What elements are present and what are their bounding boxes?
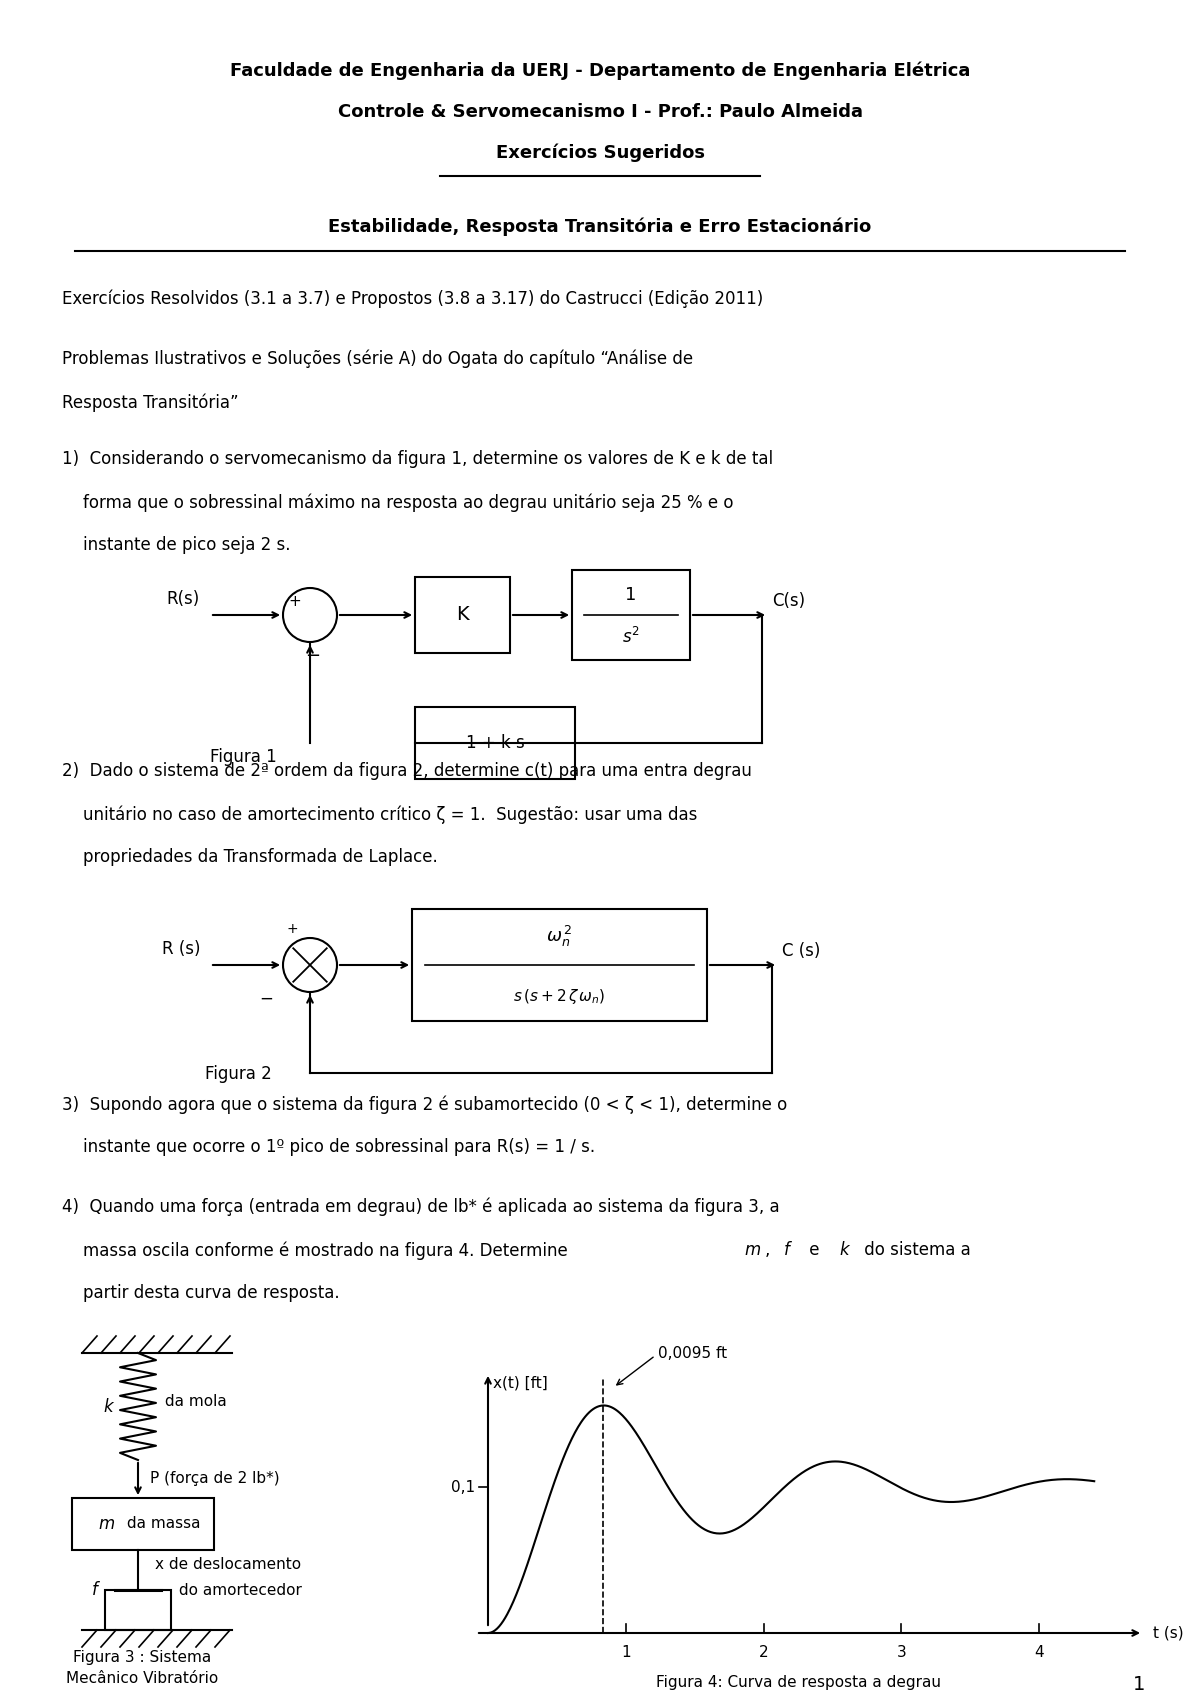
Bar <box>72 1498 214 1549</box>
Text: $\omega_n^{\,2}$: $\omega_n^{\,2}$ <box>546 923 572 949</box>
Text: Exercícios Resolvidos (3.1 a 3.7) e Propostos (3.8 a 3.17) do Castrucci (Edição : Exercícios Resolvidos (3.1 a 3.7) e Prop… <box>62 290 763 309</box>
Text: ,: , <box>766 1241 770 1259</box>
Text: K: K <box>456 606 469 624</box>
Text: da massa: da massa <box>122 1517 200 1531</box>
Text: $s\,(s + 2\,\zeta\,\omega_n)$: $s\,(s + 2\,\zeta\,\omega_n)$ <box>514 986 606 1006</box>
Text: 1: 1 <box>620 1644 630 1660</box>
Text: 0,0095 ft: 0,0095 ft <box>659 1346 727 1361</box>
Text: Figura 4: Curva de resposta a degrau: Figura 4: Curva de resposta a degrau <box>655 1675 941 1690</box>
Text: 3: 3 <box>896 1644 906 1660</box>
Text: partir desta curva de resposta.: partir desta curva de resposta. <box>62 1285 340 1302</box>
Text: R (s): R (s) <box>162 940 200 959</box>
Text: +: + <box>288 594 301 609</box>
Text: $s^2$: $s^2$ <box>622 626 640 647</box>
Bar <box>415 577 510 653</box>
Text: propriedades da Transformada de Laplace.: propriedades da Transformada de Laplace. <box>62 848 438 865</box>
Text: t (s): t (s) <box>1153 1626 1183 1641</box>
Text: 1: 1 <box>1133 1675 1145 1694</box>
Bar <box>415 708 575 779</box>
Text: Resposta Transitória”: Resposta Transitória” <box>62 394 239 411</box>
Bar <box>412 910 707 1022</box>
Text: Faculdade de Engenharia da UERJ - Departamento de Engenharia Elétrica: Faculdade de Engenharia da UERJ - Depart… <box>230 63 970 80</box>
Bar <box>572 570 690 660</box>
Text: f: f <box>92 1582 98 1599</box>
Text: 4)  Quando uma força (entrada em degrau) de lb* é aplicada ao sistema da figura : 4) Quando uma força (entrada em degrau) … <box>62 1198 780 1217</box>
Text: 0,1: 0,1 <box>451 1480 475 1495</box>
Text: Figura 1: Figura 1 <box>210 748 277 765</box>
Text: −: − <box>306 647 320 665</box>
Text: 1: 1 <box>625 585 637 604</box>
Text: m: m <box>744 1241 761 1259</box>
Text: Figura 3 : Sistema
Mecânico Vibratório: Figura 3 : Sistema Mecânico Vibratório <box>66 1649 218 1687</box>
Text: k: k <box>839 1241 848 1259</box>
Text: 2)  Dado o sistema de 2ª ordem da figura 2, determine c(t) para uma entra degrau: 2) Dado o sistema de 2ª ordem da figura … <box>62 762 752 781</box>
Text: −: − <box>259 989 274 1008</box>
Text: forma que o sobressinal máximo na resposta ao degrau unitário seja 25 % e o: forma que o sobressinal máximo na respos… <box>62 494 733 511</box>
Text: e: e <box>804 1241 820 1259</box>
Text: P (força de 2 lb*): P (força de 2 lb*) <box>150 1471 280 1487</box>
Text: massa oscila conforme é mostrado na figura 4. Determine: massa oscila conforme é mostrado na figu… <box>62 1241 574 1259</box>
Text: instante que ocorre o 1º pico de sobressinal para R(s) = 1 / s.: instante que ocorre o 1º pico de sobress… <box>62 1139 595 1156</box>
Text: Exercícios Sugeridos: Exercícios Sugeridos <box>496 144 704 163</box>
Text: m: m <box>98 1515 114 1532</box>
Text: x de deslocamento: x de deslocamento <box>155 1558 301 1571</box>
Text: do amortecedor: do amortecedor <box>174 1583 302 1597</box>
Text: C (s): C (s) <box>782 942 821 961</box>
Text: unitário no caso de amortecimento crítico ζ = 1.  Sugestão: usar uma das: unitário no caso de amortecimento crític… <box>62 804 697 823</box>
Text: Figura 2: Figura 2 <box>205 1066 271 1083</box>
Text: R(s): R(s) <box>167 591 200 608</box>
Text: 3)  Supondo agora que o sistema da figura 2 é subamortecido (0 < ζ < 1), determi: 3) Supondo agora que o sistema da figura… <box>62 1095 787 1113</box>
Text: +: + <box>286 921 298 937</box>
Text: k: k <box>103 1398 113 1415</box>
Text: x(t) [ft]: x(t) [ft] <box>493 1375 547 1390</box>
Text: instante de pico seja 2 s.: instante de pico seja 2 s. <box>62 536 290 553</box>
Text: 2: 2 <box>758 1644 768 1660</box>
Text: f: f <box>784 1241 790 1259</box>
Text: 4: 4 <box>1034 1644 1044 1660</box>
Text: da mola: da mola <box>160 1393 227 1409</box>
Text: Problemas Ilustrativos e Soluções (série A) do Ogata do capítulo “Análise de: Problemas Ilustrativos e Soluções (série… <box>62 350 694 368</box>
Text: do sistema a: do sistema a <box>859 1241 971 1259</box>
Text: C(s): C(s) <box>772 592 805 609</box>
Text: Estabilidade, Resposta Transitória e Erro Estacionário: Estabilidade, Resposta Transitória e Err… <box>329 217 871 236</box>
Text: Controle & Servomecanismo I - Prof.: Paulo Almeida: Controle & Servomecanismo I - Prof.: Pau… <box>337 104 863 120</box>
Text: 1)  Considerando o servomecanismo da figura 1, determine os valores de K e k de : 1) Considerando o servomecanismo da figu… <box>62 450 773 468</box>
Bar <box>106 1590 172 1631</box>
Text: 1 + k s: 1 + k s <box>466 735 524 752</box>
